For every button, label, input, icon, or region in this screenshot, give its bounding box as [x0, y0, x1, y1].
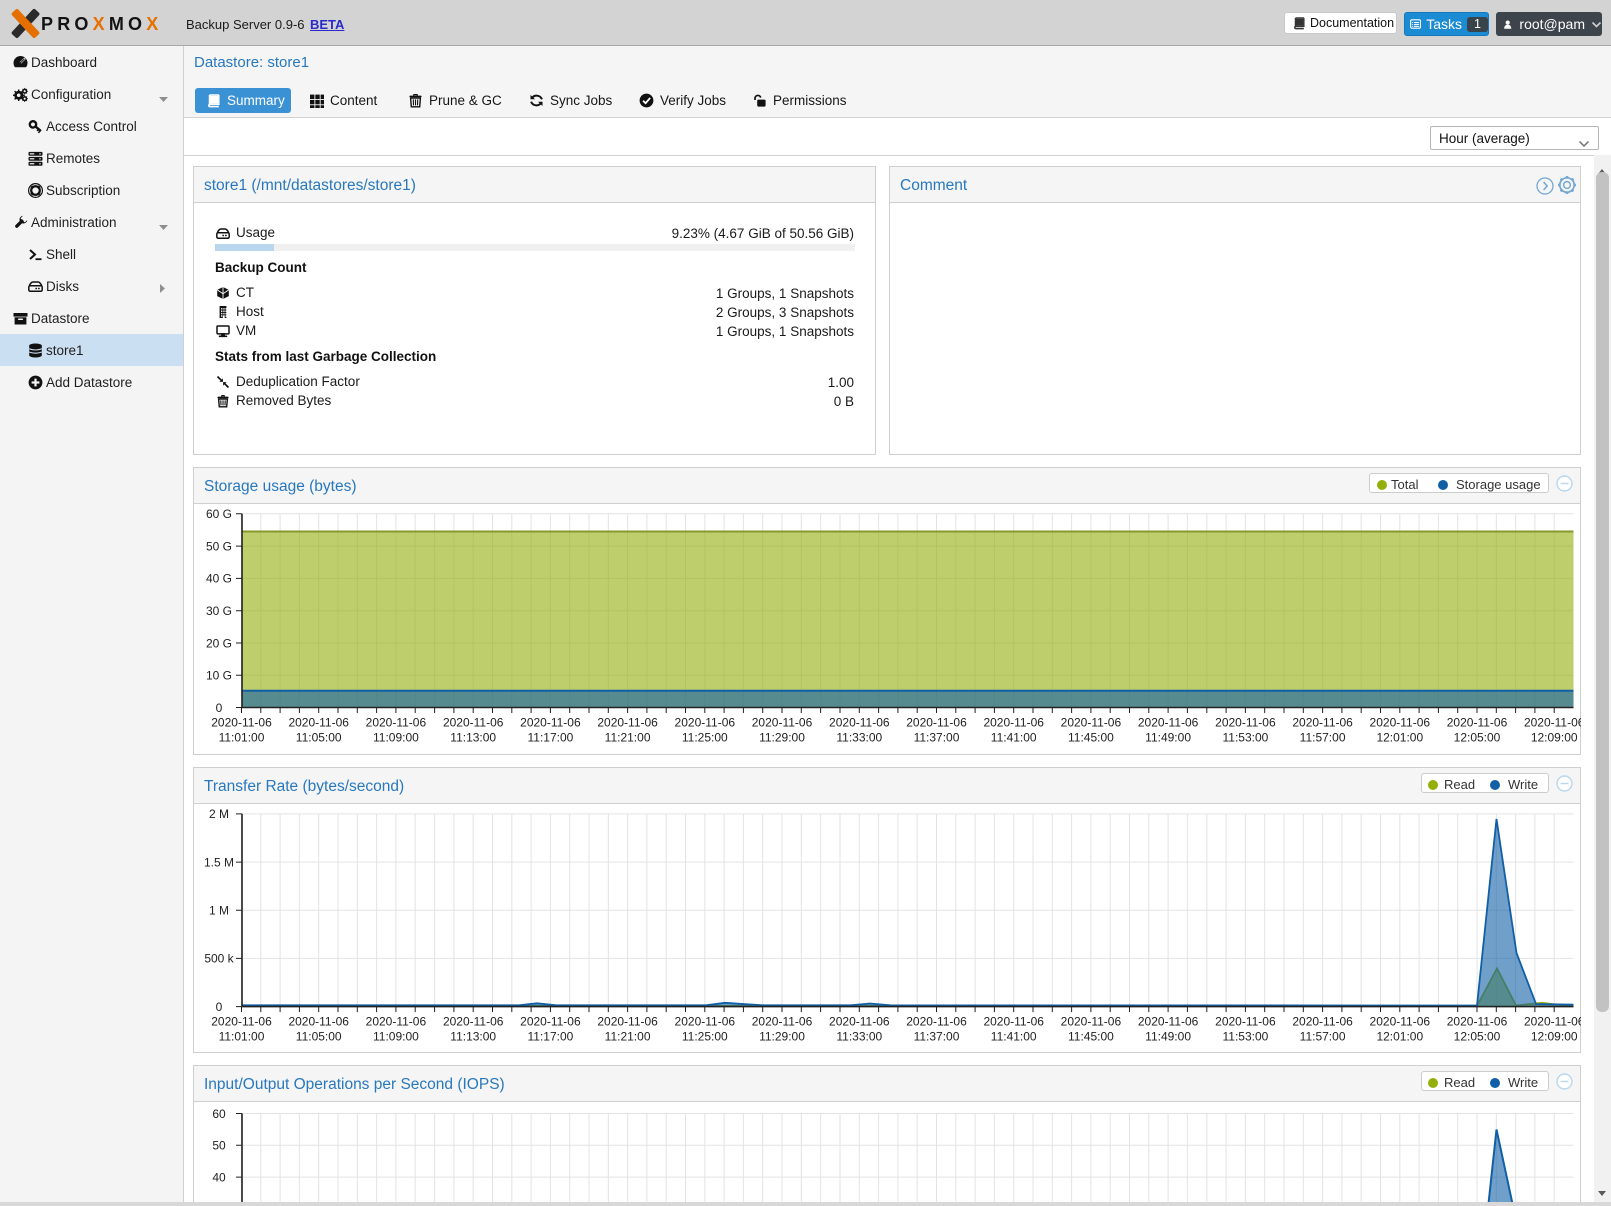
svg-text:11:21:00: 11:21:00 — [605, 730, 651, 744]
svg-text:12:09:00: 12:09:00 — [1531, 1029, 1578, 1043]
svg-text:11:17:00: 11:17:00 — [527, 1029, 573, 1043]
svg-text:2020-11-06: 2020-11-06 — [520, 1015, 581, 1029]
svg-text:2020-11-06: 2020-11-06 — [829, 1015, 890, 1029]
svg-text:40: 40 — [212, 1170, 226, 1184]
svg-text:2020-11-06: 2020-11-06 — [675, 1015, 736, 1029]
svg-text:11:53:00: 11:53:00 — [1222, 730, 1268, 744]
svg-text:2020-11-06: 2020-11-06 — [1215, 1015, 1276, 1029]
svg-text:1.5 M: 1.5 M — [204, 855, 234, 869]
svg-text:11:33:00: 11:33:00 — [836, 730, 882, 744]
svg-text:20 G: 20 G — [206, 636, 232, 650]
svg-text:11:25:00: 11:25:00 — [682, 730, 728, 744]
svg-text:11:05:00: 11:05:00 — [296, 1029, 342, 1043]
svg-text:0: 0 — [216, 701, 223, 715]
svg-text:2020-11-06: 2020-11-06 — [366, 1015, 427, 1029]
svg-text:2020-11-06: 2020-11-06 — [1215, 716, 1276, 730]
svg-text:500 k: 500 k — [204, 952, 234, 966]
svg-text:11:57:00: 11:57:00 — [1300, 1029, 1346, 1043]
svg-text:2020-11-06: 2020-11-06 — [288, 716, 349, 730]
svg-text:2020-11-06: 2020-11-06 — [597, 1015, 658, 1029]
svg-text:11:45:00: 11:45:00 — [1068, 1029, 1114, 1043]
svg-text:50: 50 — [212, 1139, 226, 1153]
svg-text:2020-11-06: 2020-11-06 — [1370, 1015, 1431, 1029]
svg-text:2020-11-06: 2020-11-06 — [520, 716, 581, 730]
svg-text:11:13:00: 11:13:00 — [450, 730, 496, 744]
svg-text:10 G: 10 G — [206, 669, 232, 683]
svg-text:40 G: 40 G — [206, 572, 232, 586]
svg-text:11:57:00: 11:57:00 — [1300, 730, 1346, 744]
svg-text:50 G: 50 G — [206, 539, 232, 553]
svg-text:2020-11-06: 2020-11-06 — [1061, 1015, 1122, 1029]
svg-text:2020-11-06: 2020-11-06 — [366, 716, 427, 730]
svg-text:11:33:00: 11:33:00 — [836, 1029, 882, 1043]
svg-text:12:01:00: 12:01:00 — [1376, 730, 1423, 744]
svg-text:11:29:00: 11:29:00 — [759, 730, 805, 744]
svg-text:2020-11-06: 2020-11-06 — [906, 1015, 967, 1029]
svg-text:11:29:00: 11:29:00 — [759, 1029, 805, 1043]
svg-text:11:37:00: 11:37:00 — [914, 730, 960, 744]
svg-text:2020-11-06: 2020-11-06 — [288, 1015, 349, 1029]
svg-text:11:09:00: 11:09:00 — [373, 1029, 419, 1043]
svg-text:11:41:00: 11:41:00 — [991, 1029, 1037, 1043]
svg-text:12:05:00: 12:05:00 — [1454, 1029, 1501, 1043]
svg-text:2020-11-06: 2020-11-06 — [1447, 716, 1508, 730]
svg-text:2020-11-06: 2020-11-06 — [829, 716, 890, 730]
svg-text:2020-11-06: 2020-11-06 — [597, 716, 658, 730]
svg-text:11:25:00: 11:25:00 — [682, 1029, 728, 1043]
svg-text:30 G: 30 G — [206, 604, 232, 618]
svg-text:12:01:00: 12:01:00 — [1376, 1029, 1423, 1043]
svg-text:11:53:00: 11:53:00 — [1222, 1029, 1268, 1043]
svg-text:2020-11-06: 2020-11-06 — [752, 716, 813, 730]
svg-text:2020-11-06: 2020-11-06 — [211, 716, 272, 730]
svg-text:11:09:00: 11:09:00 — [373, 730, 419, 744]
svg-text:11:49:00: 11:49:00 — [1145, 1029, 1191, 1043]
svg-text:2020-11-06: 2020-11-06 — [1292, 1015, 1353, 1029]
svg-text:2020-11-06: 2020-11-06 — [1370, 716, 1431, 730]
svg-text:11:13:00: 11:13:00 — [450, 1029, 496, 1043]
svg-text:11:37:00: 11:37:00 — [914, 1029, 960, 1043]
svg-text:2020-11-06: 2020-11-06 — [1138, 1015, 1199, 1029]
svg-text:11:05:00: 11:05:00 — [296, 730, 342, 744]
svg-text:2 M: 2 M — [209, 807, 229, 821]
svg-text:12:09:00: 12:09:00 — [1531, 730, 1578, 744]
svg-text:1 M: 1 M — [209, 904, 229, 918]
svg-text:2020-11-06: 2020-11-06 — [443, 716, 504, 730]
svg-text:2020-11-06: 2020-11-06 — [983, 716, 1044, 730]
svg-text:11:49:00: 11:49:00 — [1145, 730, 1191, 744]
svg-text:11:01:00: 11:01:00 — [219, 1029, 265, 1043]
svg-text:2020-11-06: 2020-11-06 — [1524, 716, 1581, 730]
svg-text:2020-11-06: 2020-11-06 — [1292, 716, 1353, 730]
svg-text:60 G: 60 G — [206, 507, 232, 521]
svg-text:2020-11-06: 2020-11-06 — [1447, 1015, 1508, 1029]
svg-text:2020-11-06: 2020-11-06 — [211, 1015, 272, 1029]
svg-text:60: 60 — [212, 1107, 226, 1121]
svg-text:0: 0 — [216, 1000, 223, 1014]
svg-text:2020-11-06: 2020-11-06 — [1138, 716, 1199, 730]
svg-text:2020-11-06: 2020-11-06 — [752, 1015, 813, 1029]
svg-text:11:41:00: 11:41:00 — [991, 730, 1037, 744]
svg-text:11:17:00: 11:17:00 — [527, 730, 573, 744]
svg-text:2020-11-06: 2020-11-06 — [1061, 716, 1122, 730]
svg-text:2020-11-06: 2020-11-06 — [443, 1015, 504, 1029]
svg-text:2020-11-06: 2020-11-06 — [1524, 1015, 1581, 1029]
svg-text:11:01:00: 11:01:00 — [219, 730, 265, 744]
svg-text:2020-11-06: 2020-11-06 — [906, 716, 967, 730]
svg-text:2020-11-06: 2020-11-06 — [983, 1015, 1044, 1029]
svg-text:11:45:00: 11:45:00 — [1068, 730, 1114, 744]
svg-text:11:21:00: 11:21:00 — [605, 1029, 651, 1043]
svg-text:2020-11-06: 2020-11-06 — [675, 716, 736, 730]
svg-text:12:05:00: 12:05:00 — [1454, 730, 1501, 744]
